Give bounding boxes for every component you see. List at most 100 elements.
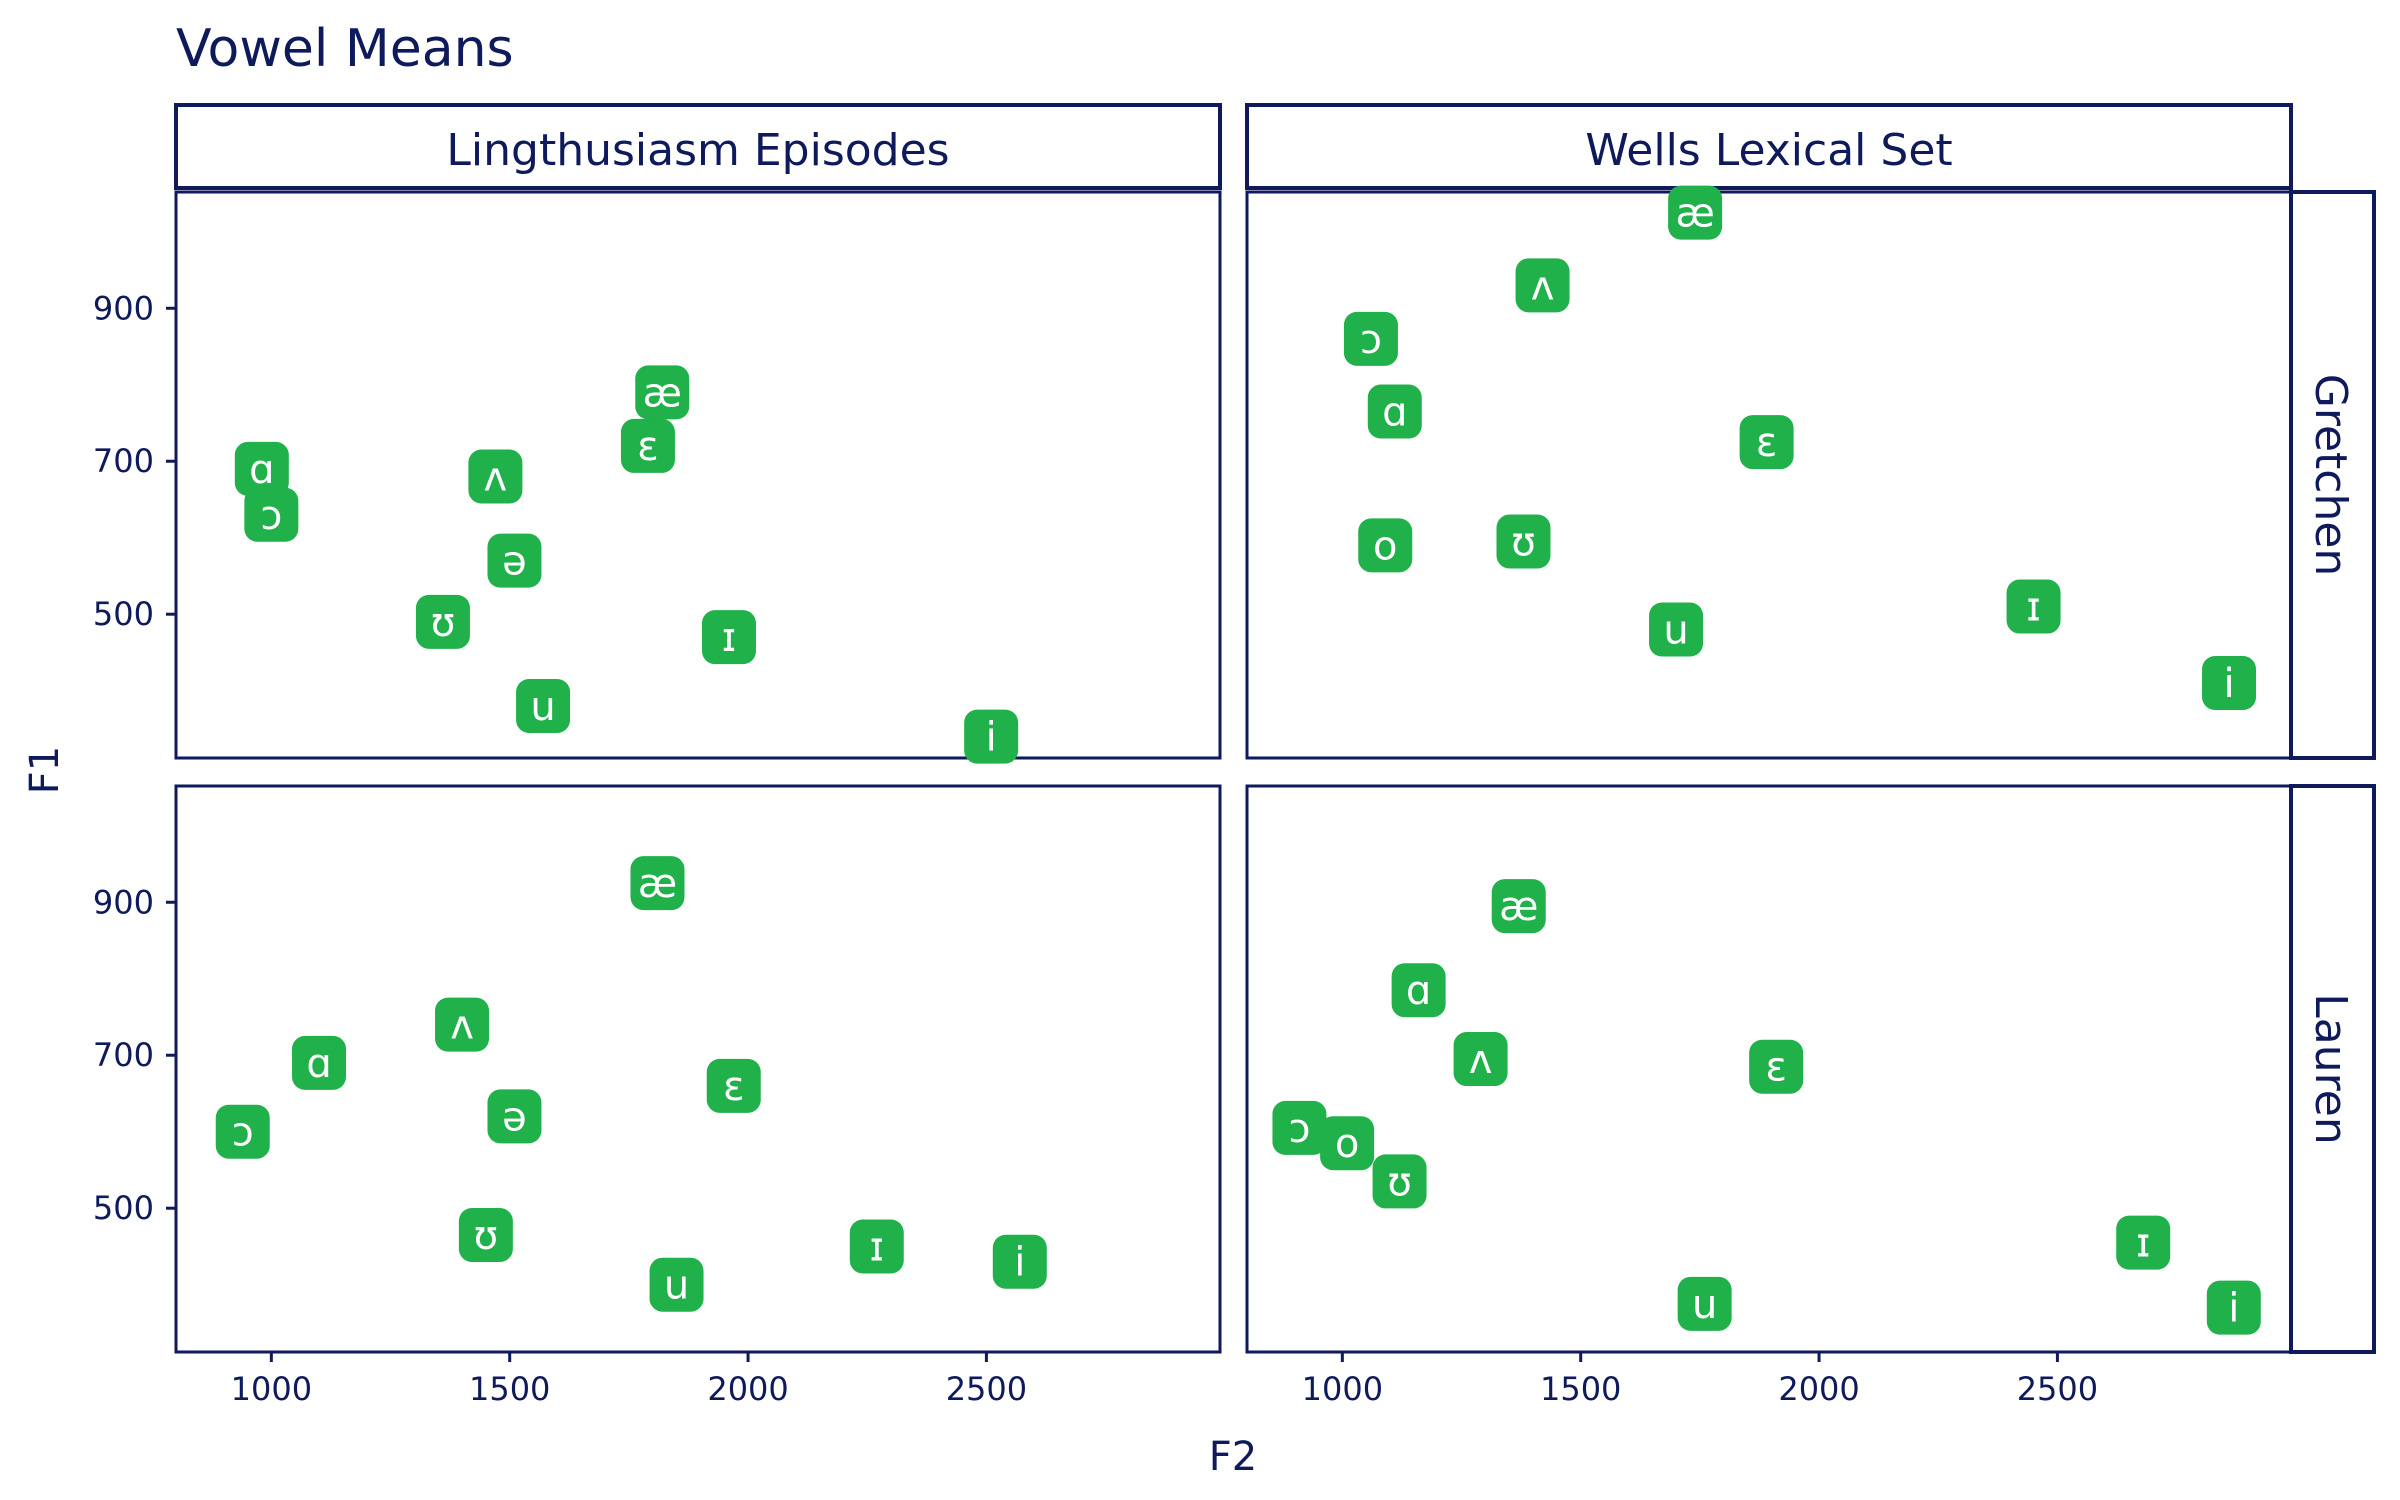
vowel-label-text: i [2228,1286,2239,1332]
vowel-point: æ [630,856,685,911]
vowel-label-text: æ [1499,884,1538,930]
vowel-point: ʌ [1453,1032,1508,1087]
y-tick-label: 900 [93,289,154,327]
vowel-label-text: u [1692,1282,1717,1328]
vowel-label-text: ɑ [1406,968,1431,1014]
vowel-label-text: i [1014,1240,1025,1286]
vowel-point: ɑ [234,441,289,496]
vowel-label-box [215,1104,270,1159]
vowel-label-text: æ [1675,191,1714,237]
vowel-label-box [1515,258,1570,313]
vowel-label-text: ɑ [1382,390,1407,436]
vowel-label-box [1749,1039,1804,1094]
vowel-point: ɪ [2116,1215,2171,1270]
vowel-label-text: ɛ [723,1064,745,1110]
vowel-point: u [649,1257,704,1312]
vowel-label-box [2206,1280,2261,1335]
vowel-label-text: ʊ [474,1213,499,1259]
x-tick-label: 1000 [1302,1370,1383,1408]
vowel-label-box [1668,185,1723,240]
vowel-label-text: i [986,715,997,761]
vowel-point: i [992,1234,1047,1289]
vowel-point: ɑ [292,1035,347,1090]
vowel-point: æ [635,365,690,420]
panel-lauren-wells-lexical-set: 1000 1500 2000 2500 æ ɑʌ ɛ ɔ oʊ ɪ u i [1245,784,2293,1408]
vowel-label-box [1453,1032,1508,1087]
vowel-point: ɔ [244,487,299,542]
vowel-point: ʌ [468,449,523,504]
vowel-point: ʊ [415,594,470,649]
vowel-label-text: æ [643,370,682,416]
x-axis-title: F2 [1209,1434,1257,1480]
y-tick-label: 700 [93,442,154,480]
x-tick-label: 2000 [1778,1370,1859,1408]
x-tick-label: 2500 [2017,1370,2098,1408]
vowel-label-text: ə [502,539,527,585]
panel-gretchen-wells-lexical-set-border [1245,190,2293,760]
vowel-label-text: ʊ [1511,520,1536,566]
strip-row-lauren-box [2289,784,2376,1354]
vowel-point: ɛ [706,1058,761,1113]
x-tick-label: 2500 [946,1370,1027,1408]
vowel-label-text: ɔ [1360,317,1382,363]
vowel-label-box [992,1234,1047,1289]
vowel-label-box [1358,518,1413,573]
vowel-point: i [2202,656,2257,711]
vowel-point: ɛ [1739,415,1794,470]
vowel-point: i [964,709,1019,764]
vowel-point: ʌ [1515,258,1570,313]
vowel-label-box [292,1035,347,1090]
vowel-label-text: ɛ [1765,1045,1787,1091]
y-tick-label: 700 [93,1036,154,1074]
vowel-label-box [630,856,685,911]
vowel-point: ɪ [2006,579,2061,634]
vowel-label-box [706,1058,761,1113]
vowel-point: ɑ [1367,384,1422,439]
strip-row-gretchen-box [2289,190,2376,760]
vowel-label-text: u [530,684,555,730]
vowel-point: ɔ [1272,1100,1327,1155]
vowel-label-text: ɪ [869,1224,884,1270]
vowel-point: ɑ [1391,963,1446,1018]
vowel-label-box [620,418,675,473]
vowel-label-box [1739,415,1794,470]
vowel-label-text: i [2223,661,2234,707]
panel-gretchen-lingthusiasm-episodes: 500 700 900 ɑɔ ʌəʊ u æɛ ɪ i [93,190,1222,764]
vowel-point: u [1649,602,1704,657]
vowel-label-box [435,997,490,1052]
vowel-point: o [1358,518,1413,573]
vowel-point: ɛ [1749,1039,1804,1094]
vowel-point: ʌ [435,997,490,1052]
vowel-label-box [1367,384,1422,439]
vowel-label-text: ʌ [1531,263,1555,309]
vowel-label-text: u [1663,608,1688,654]
vowel-label-box [487,1089,542,1144]
vowel-label-box [1320,1116,1375,1171]
y-tick-label: 900 [93,883,154,921]
strip-col-lingthusiasm-box [174,103,1222,190]
strip-col-lingthusiasm-label: Lingthusiasm Episodes [446,125,949,176]
vowel-point: u [516,678,571,733]
vowel-label-text: ɑ [249,447,274,493]
strip-col-wells-box [1245,103,2293,190]
vowel-label-box [1496,514,1551,569]
vowel-point: ʊ [458,1207,513,1262]
vowel-label-text: ʌ [1469,1037,1493,1083]
vowel-label-text: ɪ [2136,1221,2151,1267]
vowel-label-text: ɛ [637,424,659,470]
vowel-label-text: ʊ [431,600,456,646]
strip-row-lauren-label: Lauren [2305,993,2356,1144]
vowel-point: ʊ [1372,1154,1427,1209]
vowel-label-box [1272,1100,1327,1155]
vowel-label-box [458,1207,513,1262]
panel-gretchen-wells-lexical-set: æ ʌ ɔɑ ɛ o ʊ u ɪ i [1245,185,2293,760]
x-tick-label: 1000 [231,1370,312,1408]
vowel-label-box [2202,656,2257,711]
vowel-point: ə [487,1089,542,1144]
x-tick-label: 1500 [469,1370,550,1408]
x-tick-label: 1500 [1540,1370,1621,1408]
vowel-point: ɪ [701,610,756,665]
vowel-point: ʊ [1496,514,1551,569]
